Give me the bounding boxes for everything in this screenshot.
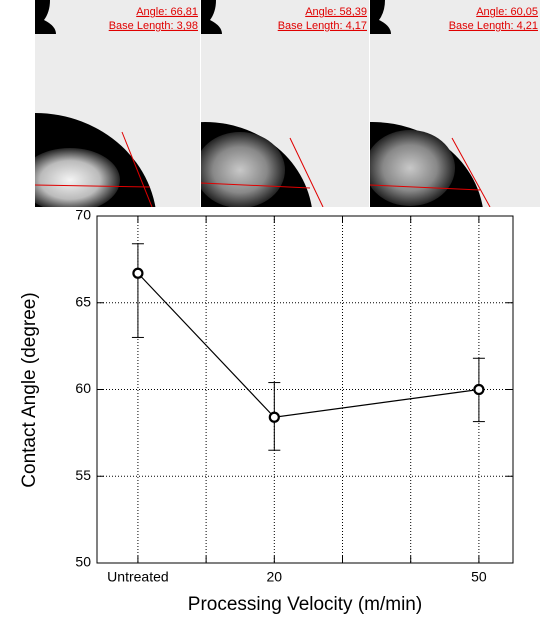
- photo: [370, 0, 540, 207]
- photo-base-length: Base Length: 4,21: [449, 20, 538, 32]
- y-tick-label: 50: [75, 554, 91, 570]
- photo: [35, 0, 200, 207]
- y-tick-label: 65: [75, 293, 91, 309]
- x-tick-label: Untreated: [107, 569, 168, 585]
- data-point: [473, 383, 485, 396]
- photo-angle: Angle: 58,39: [305, 6, 367, 18]
- photo: [201, 0, 369, 207]
- photo-base-length: Base Length: 3,98: [109, 20, 198, 32]
- error-bar: [131, 243, 144, 338]
- y-tick-label: 55: [75, 467, 91, 483]
- photo-angle: Angle: 60,05: [476, 6, 538, 18]
- plot-frame: [96, 215, 514, 564]
- y-tick-label: 60: [75, 380, 91, 396]
- data-point: [132, 267, 144, 279]
- photo-base-length: Base Length: 4,17: [278, 20, 367, 32]
- x-axis-label: Processing Velocity (m/min): [188, 594, 422, 615]
- y-tick-label: 70: [75, 207, 91, 223]
- x-tick-label: 20: [267, 569, 283, 585]
- x-tick-label: 50: [471, 569, 487, 585]
- photo-angle: Angle: 66,81: [136, 6, 198, 18]
- chart: 50 55 60 65 70 Untreated 20 50: [75, 207, 514, 585]
- data-line: [137, 272, 479, 418]
- data-point: [268, 411, 280, 423]
- y-axis-label: Contact Angle (degree): [19, 292, 40, 487]
